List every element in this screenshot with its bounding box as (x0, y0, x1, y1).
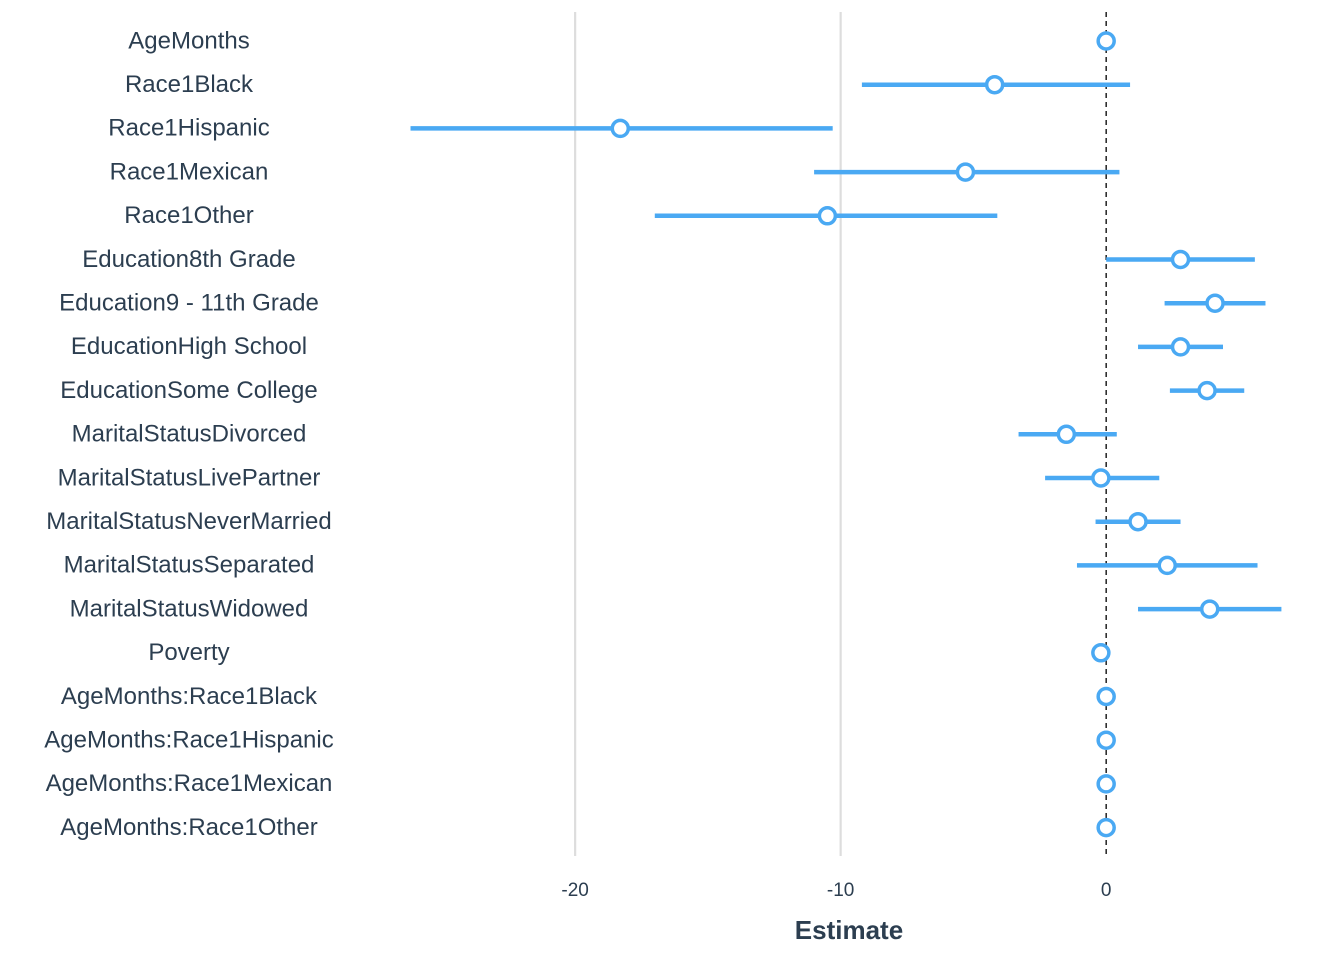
y-tick-label: EducationSome College (60, 377, 318, 404)
estimate-point (1128, 511, 1148, 532)
estimate-point (1091, 468, 1111, 488)
estimate-point (1096, 730, 1116, 750)
estimate-point (1197, 380, 1217, 401)
y-tick-label: AgeMonths:Race1Mexican (46, 770, 333, 797)
coefficient-marks (410, 31, 1282, 838)
estimate-point (610, 118, 631, 139)
estimate-point (1056, 424, 1077, 445)
estimate-point (1096, 774, 1116, 794)
y-tick-label: AgeMonths (128, 27, 249, 54)
estimate-point (984, 74, 1005, 95)
y-tick-label: MaritalStatusDivorced (72, 421, 307, 448)
y-tick-label: AgeMonths:Race1Other (60, 814, 317, 841)
y-tick-label: Education8th Grade (82, 246, 295, 273)
estimate-point (1096, 686, 1116, 707)
x-axis-title: Estimate (795, 915, 903, 945)
estimate-point (955, 162, 976, 182)
estimate-point (1157, 555, 1177, 576)
estimate-point (1170, 337, 1191, 357)
x-tick-label: 0 (1101, 880, 1112, 901)
estimate-point (1205, 293, 1225, 313)
y-tick-label: Race1Other (124, 202, 253, 229)
y-tick-label: AgeMonths:Race1Black (61, 683, 318, 710)
estimate-point (1170, 249, 1191, 270)
estimate-point (1199, 599, 1220, 619)
grid-layer (574, 12, 842, 856)
estimate-point (817, 206, 838, 226)
estimate-point (1091, 643, 1111, 663)
x-tick-label: -10 (827, 880, 854, 901)
y-tick-label: MaritalStatusWidowed (70, 595, 309, 622)
y-tick-label: Education9 - 11th Grade (59, 290, 319, 317)
y-tick-label: MaritalStatusNeverMarried (46, 508, 331, 535)
y-tick-label: Race1Mexican (110, 158, 269, 185)
y-tick-label: EducationHigh School (71, 333, 307, 360)
y-tick-label: Race1Black (125, 71, 254, 98)
estimate-point (1096, 31, 1116, 51)
estimate-point (1096, 817, 1116, 838)
y-tick-label: MaritalStatusLivePartner (58, 464, 321, 491)
y-axis-labels: AgeMonths Race1Black Race1Hispanic Race1Mex… (44, 27, 334, 841)
x-tick-label: -20 (561, 880, 588, 901)
y-tick-label: Poverty (148, 639, 229, 666)
y-tick-label: Race1Hispanic (108, 115, 269, 142)
x-axis-labels: -20 -10 0 (561, 880, 1111, 901)
y-tick-label: AgeMonths:Race1Hispanic (44, 727, 334, 754)
y-tick-label: MaritalStatusSeparated (64, 552, 315, 579)
